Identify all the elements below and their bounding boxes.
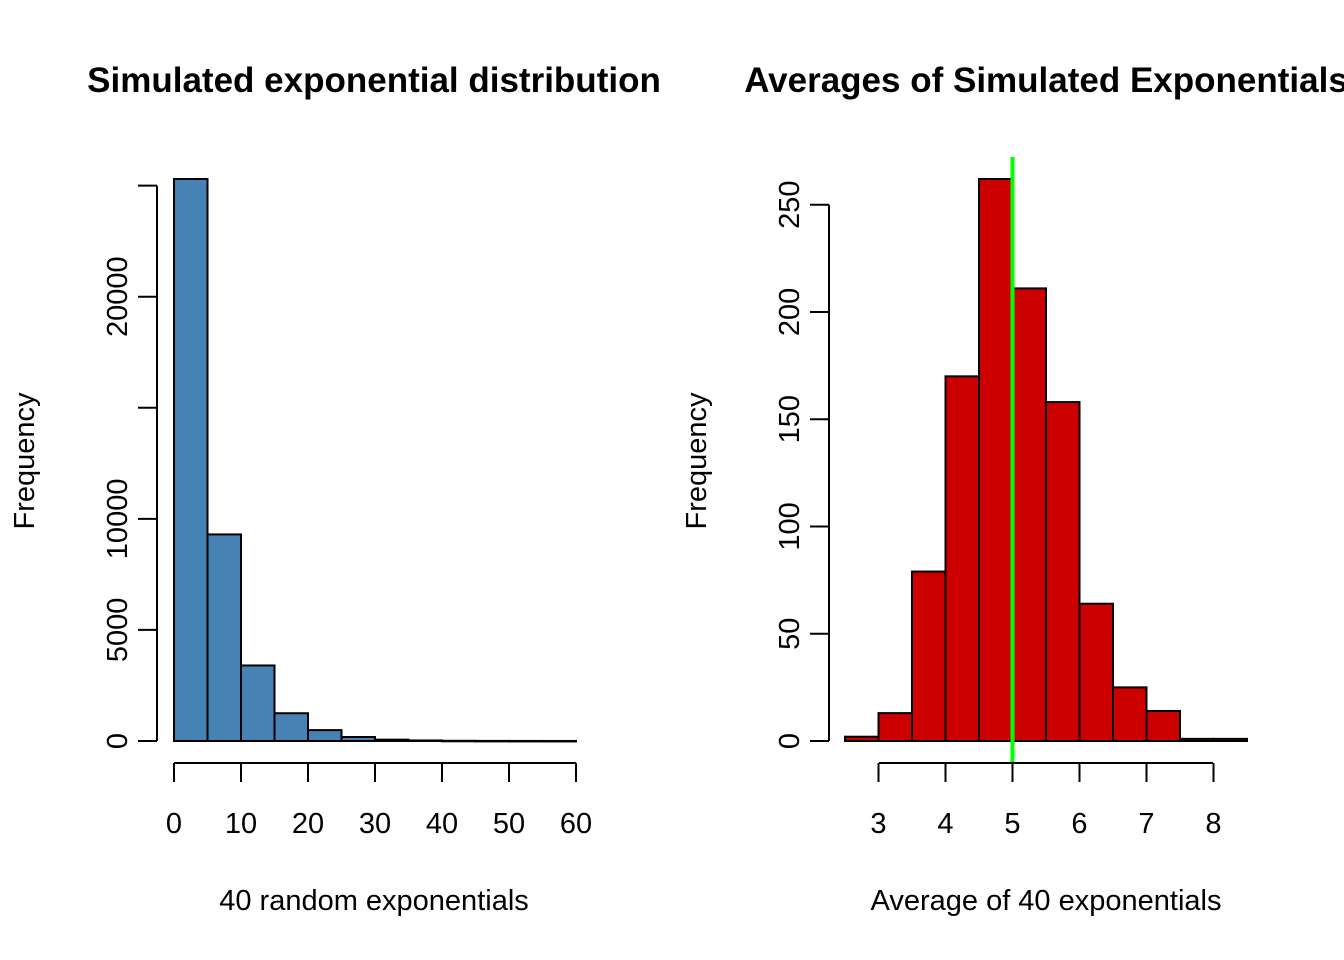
x-tick-label: 7 (1138, 808, 1154, 840)
histogram-bar (340, 736, 376, 743)
histogram-bar (1145, 709, 1181, 743)
histogram-bar (911, 570, 947, 742)
x-axis: 0 10 20 30 40 50 60 (166, 762, 592, 840)
histogram-bar (508, 739, 544, 743)
histogram-bar (206, 533, 242, 743)
x-tick-label: 0 (166, 808, 182, 840)
x-tick-label: 4 (937, 808, 953, 840)
x-tick-label: 6 (1071, 808, 1087, 840)
x-axis-label: 40 random exponentials (219, 885, 529, 917)
y-tick-label: 50 (774, 618, 806, 650)
y-tick-label: 5000 (102, 598, 134, 663)
x-tick-label: 5 (1004, 808, 1020, 840)
histogram-panel-left: Simulated exponential distribution 05000… (9, 61, 661, 917)
bars-group (173, 178, 577, 743)
x-tick-label: 3 (870, 808, 886, 840)
chart-title: Averages of Simulated Exponentials (744, 61, 1344, 100)
histogram-bar (1045, 401, 1081, 742)
histogram-bar (1078, 602, 1114, 742)
x-tick-label: 20 (292, 808, 324, 840)
histogram-bar (541, 739, 577, 743)
y-tick-label: 0 (774, 733, 806, 749)
x-tick-label: 40 (426, 808, 458, 840)
x-tick-label: 10 (225, 808, 257, 840)
y-axis-label: Frequency (681, 392, 713, 530)
y-axis: 0 5000 10000 20000 (102, 184, 158, 749)
y-tick-label: 0 (102, 733, 134, 749)
y-tick-label: 250 (774, 181, 806, 229)
histogram-bar (441, 739, 477, 743)
histogram-bar (273, 712, 309, 743)
histogram-bar (173, 178, 209, 742)
bars-group (844, 178, 1248, 743)
histogram-bar (474, 739, 510, 743)
histogram-bar (1179, 737, 1215, 743)
histogram-bar (1011, 287, 1047, 742)
histogram-bar (307, 729, 343, 743)
x-axis-label: Average of 40 exponentials (871, 885, 1222, 917)
x-axis: 3 4 5 6 7 8 (870, 762, 1222, 840)
x-tick-label: 50 (493, 808, 525, 840)
y-axis-label: Frequency (9, 392, 41, 530)
x-tick-label: 60 (560, 808, 592, 840)
chart-title: Simulated exponential distribution (87, 61, 661, 100)
y-tick-label: 200 (774, 288, 806, 336)
y-tick-label: 150 (774, 395, 806, 443)
y-tick-label: 100 (774, 502, 806, 550)
histogram-bar (844, 735, 880, 742)
histogram-bar (240, 664, 276, 742)
y-axis: 0 50 100 150 200 250 (774, 181, 830, 749)
y-tick-label: 10000 (102, 479, 134, 560)
histogram-bar (1112, 686, 1148, 742)
histogram-bar (1212, 737, 1248, 743)
histogram-bar (944, 375, 980, 742)
histogram-panel-right: Averages of Simulated Exponentials 0 50 10… (681, 61, 1344, 917)
histogram-bar (407, 739, 443, 742)
histogram-bar (877, 712, 913, 742)
x-tick-label: 30 (359, 808, 391, 840)
x-tick-label: 8 (1205, 808, 1221, 840)
histogram-bar (374, 738, 410, 742)
histogram-bar (978, 178, 1014, 742)
y-tick-label: 20000 (102, 256, 134, 337)
